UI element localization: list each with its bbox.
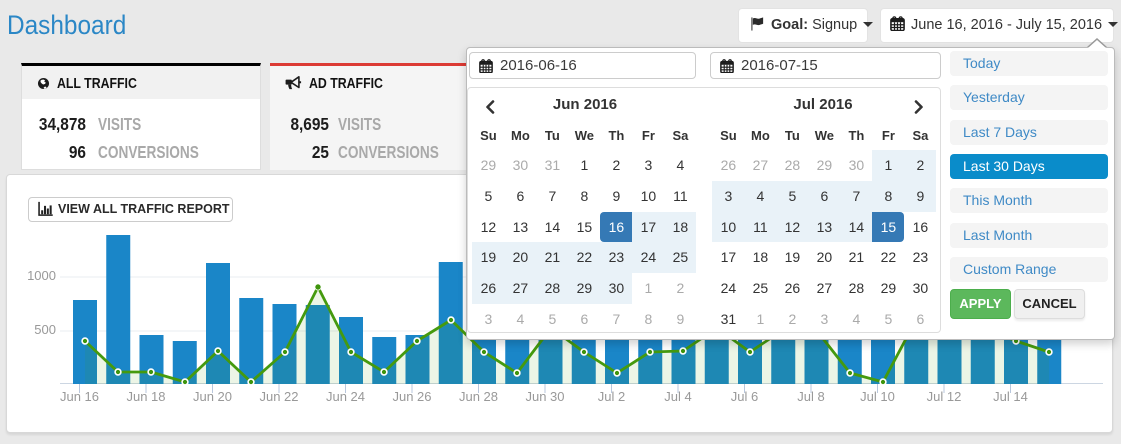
- svg-text:Jun 18: Jun 18: [126, 389, 165, 404]
- svg-text:500: 500: [34, 322, 56, 337]
- svg-text:Jul 10: Jul 10: [860, 389, 895, 404]
- svg-text:Jun 16: Jun 16: [60, 389, 99, 404]
- svg-text:Jun 26: Jun 26: [392, 389, 431, 404]
- svg-text:Jul 12: Jul 12: [927, 389, 962, 404]
- svg-text:Jul 14: Jul 14: [993, 389, 1028, 404]
- svg-text:Jul 2: Jul 2: [598, 389, 625, 404]
- svg-text:Jun 20: Jun 20: [193, 389, 232, 404]
- svg-text:Jun 28: Jun 28: [459, 389, 498, 404]
- svg-text:Jul 4: Jul 4: [664, 389, 691, 404]
- svg-text:Jul 6: Jul 6: [731, 389, 758, 404]
- svg-text:Jun 24: Jun 24: [326, 389, 365, 404]
- svg-text:Jun 22: Jun 22: [259, 389, 298, 404]
- svg-text:1000: 1000: [27, 268, 56, 283]
- svg-text:Jun 30: Jun 30: [525, 389, 564, 404]
- svg-text:Jul 8: Jul 8: [797, 389, 824, 404]
